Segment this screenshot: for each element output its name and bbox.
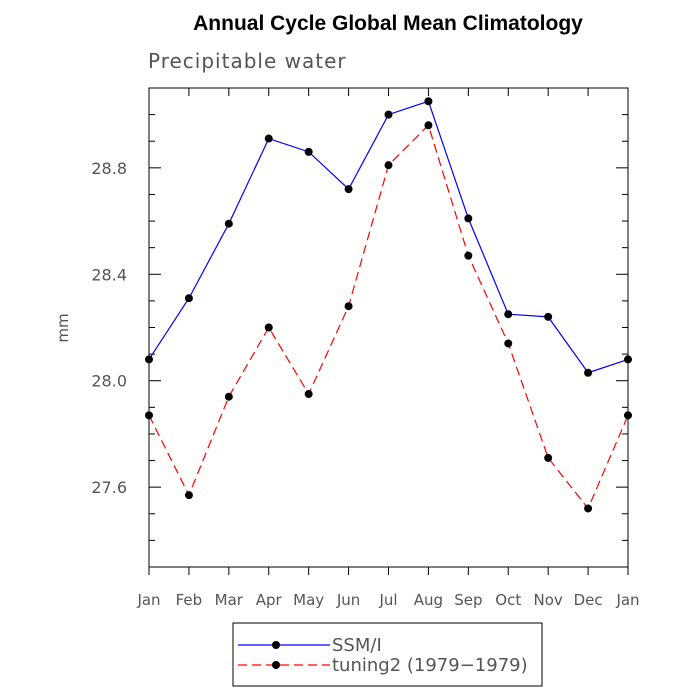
data-point [504, 310, 513, 319]
x-tick-label: Aug [414, 591, 443, 609]
y-axis-label: mm [54, 313, 72, 342]
data-point [424, 121, 433, 130]
legend-label: SSM/I [332, 635, 382, 656]
series-line [148, 124, 629, 510]
chart-subtitle: Precipitable water [148, 49, 347, 73]
x-tick-label: May [293, 591, 324, 609]
legend-marker [272, 661, 280, 669]
data-point [424, 97, 433, 106]
data-point [464, 251, 473, 260]
legend-box [232, 622, 543, 687]
series-layer [145, 97, 632, 513]
x-tick-label: Jan [615, 591, 639, 609]
data-point [504, 339, 513, 348]
y-tick-labels: 27.6 28.0 28.4 28.8 [91, 159, 127, 497]
series-tuning2 [145, 121, 632, 513]
x-tick-label: Feb [176, 591, 203, 609]
axis-ticks [148, 88, 629, 575]
series-ssmi [145, 97, 632, 377]
x-tick-labels: Jan Feb Mar Apr May Jun Jul Aug Sep Oct Nov Dec Jan [136, 591, 639, 609]
data-point [584, 368, 593, 377]
data-point [544, 453, 553, 462]
legend-marker [272, 641, 280, 649]
data-point [344, 185, 353, 194]
data-point [304, 390, 313, 399]
x-tick-label: Dec [574, 591, 603, 609]
legend-item: tuning2 (1979−1979) [238, 655, 528, 676]
x-tick-label: Mar [215, 591, 244, 609]
data-point [264, 323, 273, 332]
y-tick-label: 27.6 [91, 478, 127, 497]
data-point [344, 302, 353, 311]
series-line [148, 100, 629, 374]
data-point [145, 411, 153, 420]
data-point [264, 134, 273, 143]
x-tick-label: Jul [378, 591, 397, 609]
y-tick-label: 28.8 [91, 159, 127, 178]
data-point [464, 214, 473, 223]
data-point [384, 161, 393, 170]
data-point [544, 312, 553, 321]
legend-label: tuning2 (1979−1979) [332, 655, 528, 676]
data-point [184, 491, 193, 500]
data-point [224, 219, 233, 228]
x-tick-label: Jun [336, 591, 360, 609]
x-tick-label: Oct [495, 591, 521, 609]
data-point [224, 392, 233, 401]
y-tick-label: 28.0 [91, 372, 127, 391]
data-point [184, 294, 193, 303]
chart-title: Annual Cycle Global Mean Climatology [193, 12, 583, 35]
y-tick-label: 28.4 [91, 265, 127, 284]
legend-item: SSM/I [238, 635, 382, 656]
data-point [624, 411, 632, 420]
x-tick-label: Apr [256, 591, 283, 609]
data-point [145, 355, 153, 364]
data-point [304, 147, 313, 156]
x-tick-label: Nov [534, 591, 563, 609]
data-point [624, 355, 632, 364]
x-tick-label: Sep [454, 591, 482, 609]
x-tick-label: Jan [136, 591, 160, 609]
data-point [584, 504, 593, 513]
data-point [384, 110, 393, 119]
